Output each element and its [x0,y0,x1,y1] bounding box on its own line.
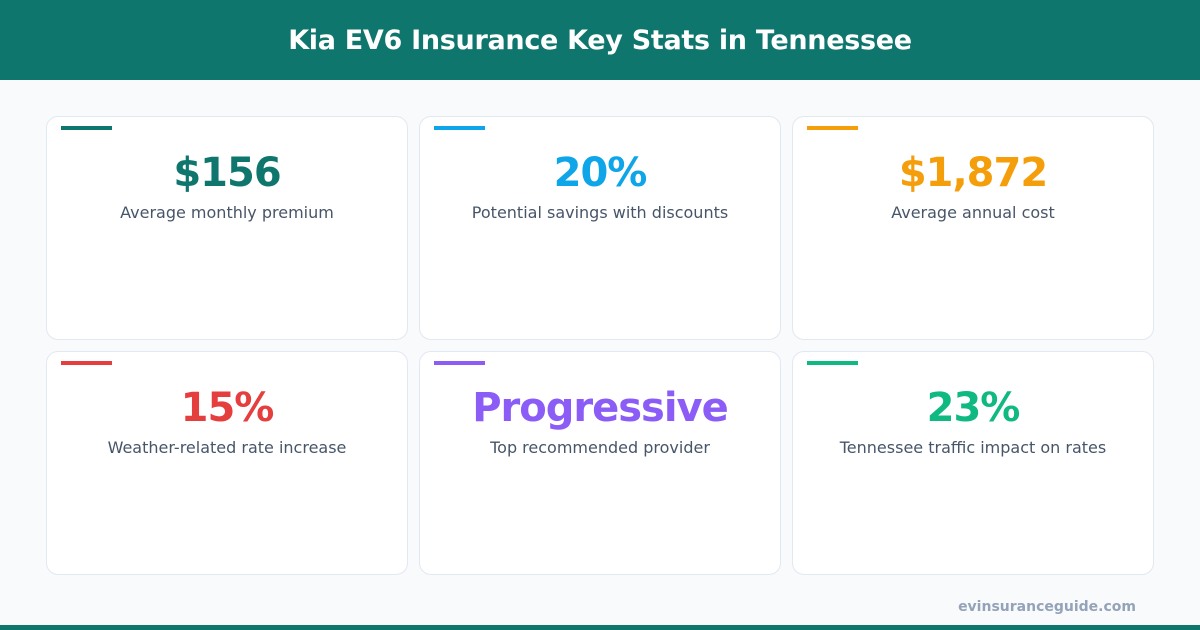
stat-value: Progressive [472,385,729,431]
stat-value: 23% [926,385,1021,431]
accent-bar [434,361,485,365]
page-title: Kia EV6 Insurance Key Stats in Tennessee [288,24,912,56]
stat-card: $1,872 Average annual cost [792,116,1154,340]
stats-grid: $156 Average monthly premium 20% Potential… [46,116,1154,575]
accent-bar [807,126,858,130]
bottom-bar [0,625,1200,630]
stat-value: 15% [180,385,275,431]
accent-bar [61,361,112,365]
stat-card: $156 Average monthly premium [46,116,408,340]
stat-label: Average annual cost [891,203,1055,222]
accent-bar [807,361,858,365]
accent-bar [434,126,485,130]
stat-label: Top recommended provider [490,438,710,457]
accent-bar [61,126,112,130]
stat-label: Tennessee traffic impact on rates [839,438,1107,457]
stat-value: $1,872 [898,150,1048,196]
stat-label: Potential savings with discounts [471,203,729,222]
stat-label: Weather-related rate increase [107,438,347,457]
stat-card: 23% Tennessee traffic impact on rates [792,351,1154,575]
header: Kia EV6 Insurance Key Stats in Tennessee [0,0,1200,80]
stat-card: 15% Weather-related rate increase [46,351,408,575]
stat-card: Progressive Top recommended provider [419,351,781,575]
stat-card: 20% Potential savings with discounts [419,116,781,340]
stat-label: Average monthly premium [120,203,334,222]
stat-value: $156 [173,150,281,196]
site-url: evinsuranceguide.com [958,599,1136,615]
stat-value: 20% [553,150,648,196]
